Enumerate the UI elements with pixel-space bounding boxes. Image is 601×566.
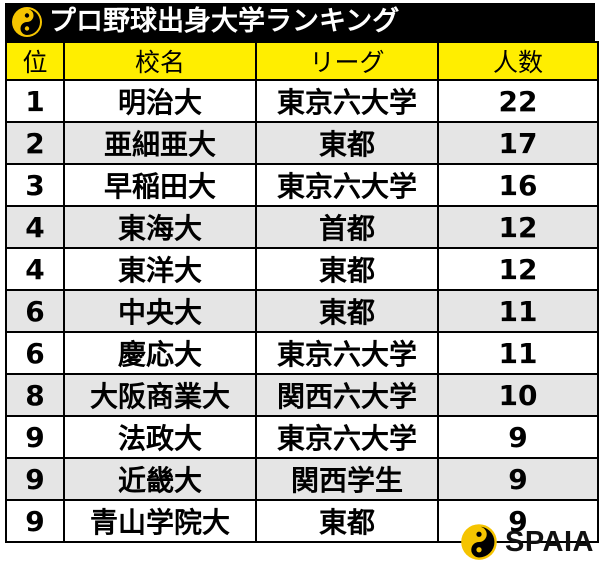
header-count: 人数 bbox=[437, 41, 599, 81]
count-cell: 11 bbox=[437, 289, 599, 333]
league-cell: 東都 bbox=[255, 499, 439, 543]
table-row: 1 明治大 東京六大学 22 bbox=[5, 79, 599, 123]
spaia-swirl-icon bbox=[12, 7, 42, 37]
count-cell: 12 bbox=[437, 205, 599, 249]
school-cell: 中央大 bbox=[63, 289, 257, 333]
page-title: プロ野球出身大学ランキング bbox=[49, 6, 400, 37]
league-cell: 首都 bbox=[255, 205, 439, 249]
table-row: 8 大阪商業大 関西六大学 10 bbox=[5, 373, 599, 417]
title-bar: プロ野球出身大学ランキング bbox=[5, 3, 595, 41]
brand-logo: SPAIA bbox=[460, 522, 600, 562]
count-cell: 9 bbox=[437, 415, 599, 459]
league-cell: 東京六大学 bbox=[255, 79, 439, 123]
count-cell: 9 bbox=[437, 457, 599, 501]
school-cell: 慶応大 bbox=[63, 331, 257, 375]
table-row: 6 中央大 東都 11 bbox=[5, 289, 599, 333]
school-cell: 東洋大 bbox=[63, 247, 257, 291]
league-cell: 東京六大学 bbox=[255, 415, 439, 459]
rank-cell: 6 bbox=[5, 331, 65, 375]
count-cell: 12 bbox=[437, 247, 599, 291]
rank-cell: 3 bbox=[5, 163, 65, 207]
header-league: リーグ bbox=[255, 41, 439, 81]
league-cell: 東都 bbox=[255, 121, 439, 165]
header-rank: 位 bbox=[5, 41, 65, 81]
spaia-swirl-icon bbox=[461, 524, 497, 560]
table-row: 6 慶応大 東京六大学 11 bbox=[5, 331, 599, 375]
school-cell: 法政大 bbox=[63, 415, 257, 459]
school-cell: 早稲田大 bbox=[63, 163, 257, 207]
rank-cell: 9 bbox=[5, 457, 65, 501]
rank-cell: 1 bbox=[5, 79, 65, 123]
table-row: 3 早稲田大 東京六大学 16 bbox=[5, 163, 599, 207]
table-row: 4 東洋大 東都 12 bbox=[5, 247, 599, 291]
count-cell: 16 bbox=[437, 163, 599, 207]
count-cell: 10 bbox=[437, 373, 599, 417]
count-cell: 17 bbox=[437, 121, 599, 165]
rank-cell: 4 bbox=[5, 205, 65, 249]
brand-name: SPAIA bbox=[505, 525, 594, 558]
league-cell: 関西六大学 bbox=[255, 373, 439, 417]
ranking-table: 位 校名 リーグ 人数 1 明治大 東京六大学 22 2 亜細亜大 東都 17 … bbox=[5, 41, 599, 543]
table-header-row: 位 校名 リーグ 人数 bbox=[5, 41, 599, 81]
rank-cell: 9 bbox=[5, 415, 65, 459]
rank-cell: 9 bbox=[5, 499, 65, 543]
table-row: 2 亜細亜大 東都 17 bbox=[5, 121, 599, 165]
school-cell: 亜細亜大 bbox=[63, 121, 257, 165]
league-cell: 関西学生 bbox=[255, 457, 439, 501]
rank-cell: 4 bbox=[5, 247, 65, 291]
school-cell: 東海大 bbox=[63, 205, 257, 249]
table-row: 4 東海大 首都 12 bbox=[5, 205, 599, 249]
count-cell: 22 bbox=[437, 79, 599, 123]
rank-cell: 6 bbox=[5, 289, 65, 333]
rank-cell: 8 bbox=[5, 373, 65, 417]
rank-cell: 2 bbox=[5, 121, 65, 165]
school-cell: 青山学院大 bbox=[63, 499, 257, 543]
school-cell: 大阪商業大 bbox=[63, 373, 257, 417]
count-cell: 11 bbox=[437, 331, 599, 375]
league-cell: 東都 bbox=[255, 247, 439, 291]
table-row: 9 近畿大 関西学生 9 bbox=[5, 457, 599, 501]
table-row: 9 法政大 東京六大学 9 bbox=[5, 415, 599, 459]
league-cell: 東都 bbox=[255, 289, 439, 333]
league-cell: 東京六大学 bbox=[255, 163, 439, 207]
league-cell: 東京六大学 bbox=[255, 331, 439, 375]
school-cell: 明治大 bbox=[63, 79, 257, 123]
school-cell: 近畿大 bbox=[63, 457, 257, 501]
header-school: 校名 bbox=[63, 41, 257, 81]
